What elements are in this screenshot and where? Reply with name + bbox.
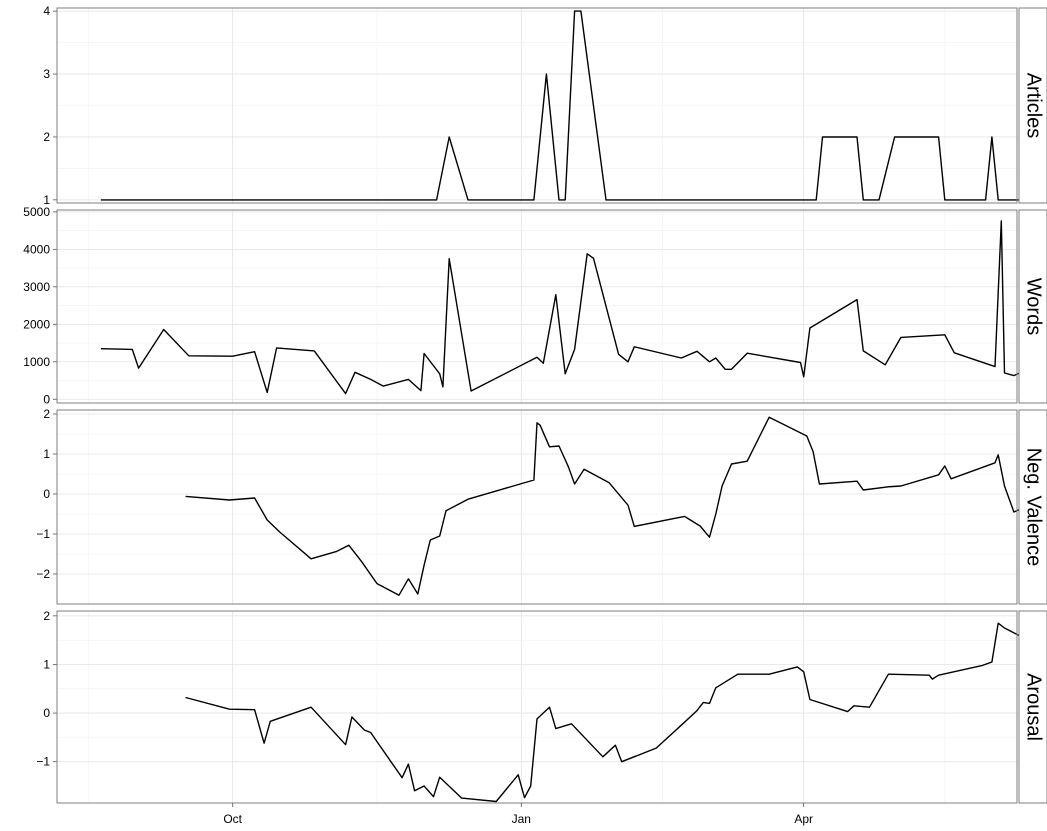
strip-label-neg_valence: Neg. Valence: [1023, 448, 1045, 567]
strip-label-arousal: Arousal: [1023, 673, 1045, 741]
panel-articles: 1 2 3 4 Articles: [43, 4, 1047, 207]
series-line-neg_valence: [185, 416, 1047, 596]
panel-border: [56, 7, 1018, 204]
strip-label-words: Words: [1023, 278, 1045, 335]
y-tick-label: −1: [36, 755, 50, 769]
y-tick-label: 3000: [23, 280, 50, 294]
y-tick-label: 3: [43, 67, 50, 81]
panel-arousal: −1 0 1 2 Arousal: [36, 609, 1047, 804]
x-tick-label: Oct: [223, 812, 242, 826]
panel-border: [56, 409, 1018, 605]
y-tick-label: 1: [43, 657, 50, 671]
y-tick-label: 1: [43, 193, 50, 207]
y-tick-label: −1: [36, 527, 50, 541]
y-tick-label: 4: [43, 4, 50, 18]
y-tick-label: 0: [43, 392, 50, 406]
series-line-articles: [100, 10, 1047, 201]
y-tick-label: −2: [36, 567, 50, 581]
strip-background: [1018, 610, 1047, 804]
y-tick-label: 2000: [23, 317, 50, 331]
panel-background: [57, 611, 1017, 803]
series-line-words: [100, 220, 1047, 395]
y-tick-label: 1: [43, 447, 50, 461]
strip-background: [1018, 7, 1047, 204]
y-tick-label: 1000: [23, 355, 50, 369]
x-tick-label: Apr: [794, 812, 813, 826]
panel-words: 0 1000 2000 3000 4000 5000 Words: [23, 205, 1047, 406]
strip-background: [1018, 209, 1047, 404]
panel-border: [56, 209, 1018, 404]
x-tick-label: Jan: [512, 812, 531, 826]
panel-background: [57, 410, 1017, 604]
chart-panels: 1 2 3 4 Articles 0 1000 2000 3000 4000 5000 Words −2…: [23, 4, 1047, 804]
y-tick-label: 2: [43, 130, 50, 144]
strip-label-articles: Articles: [1023, 73, 1045, 139]
x-axis: Oct Jan Apr: [223, 803, 813, 826]
series-line-arousal: [185, 622, 1047, 803]
y-tick-label: 2: [43, 609, 50, 623]
y-tick-label: 0: [43, 706, 50, 720]
y-tick-label: 0: [43, 487, 50, 501]
panel-background: [57, 210, 1017, 403]
panel-border: [56, 610, 1018, 804]
strip-background: [1018, 409, 1047, 605]
panel-neg_valence: −2 −1 0 1 2 Neg. Valence: [36, 407, 1047, 605]
y-tick-label: 5000: [23, 205, 50, 219]
y-tick-label: 2: [43, 407, 50, 421]
y-tick-label: 4000: [23, 242, 50, 256]
